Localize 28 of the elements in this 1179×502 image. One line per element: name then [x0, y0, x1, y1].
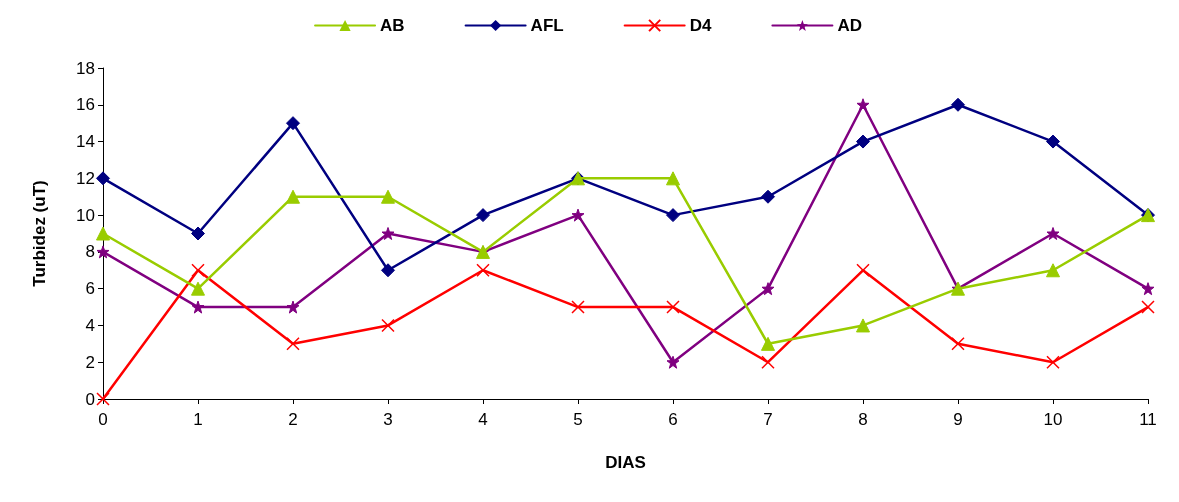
x-tick-label: 1 — [193, 410, 203, 429]
y-tick-label: 10 — [76, 205, 95, 225]
x-tick-label: 7 — [763, 410, 773, 429]
x-tick-label: 4 — [478, 410, 488, 429]
legend-label: AFL — [530, 16, 564, 35]
x-tick-label: 3 — [383, 410, 393, 429]
x-tick-label: 5 — [573, 410, 583, 429]
y-tick-label: 14 — [76, 132, 95, 152]
x-tick-label: 2 — [288, 410, 298, 429]
x-tick-label: 6 — [668, 410, 678, 429]
y-tick-label: 18 — [76, 58, 95, 78]
y-tick-label: 2 — [85, 352, 95, 372]
x-tick-label: 10 — [1043, 410, 1063, 429]
y-tick-label: 12 — [76, 168, 95, 188]
legend-label: AB — [380, 16, 405, 35]
x-tick-label: 11 — [1139, 410, 1157, 429]
x-tick-label: 0 — [98, 410, 108, 429]
y-tick-label: 6 — [85, 279, 95, 299]
x-tick-label: 8 — [858, 410, 868, 429]
x-tick-label: 9 — [953, 410, 963, 429]
legend-label: D4 — [689, 16, 712, 35]
y-tick-label: 0 — [85, 389, 95, 409]
legend-label: AD — [837, 16, 862, 35]
y-tick-label: 8 — [85, 242, 95, 262]
y-axis-title: Turbidez (uT) — [30, 180, 49, 287]
x-axis-title: DIAS — [605, 453, 646, 472]
y-tick-label: 16 — [76, 95, 95, 115]
y-tick-label: 4 — [85, 315, 95, 335]
